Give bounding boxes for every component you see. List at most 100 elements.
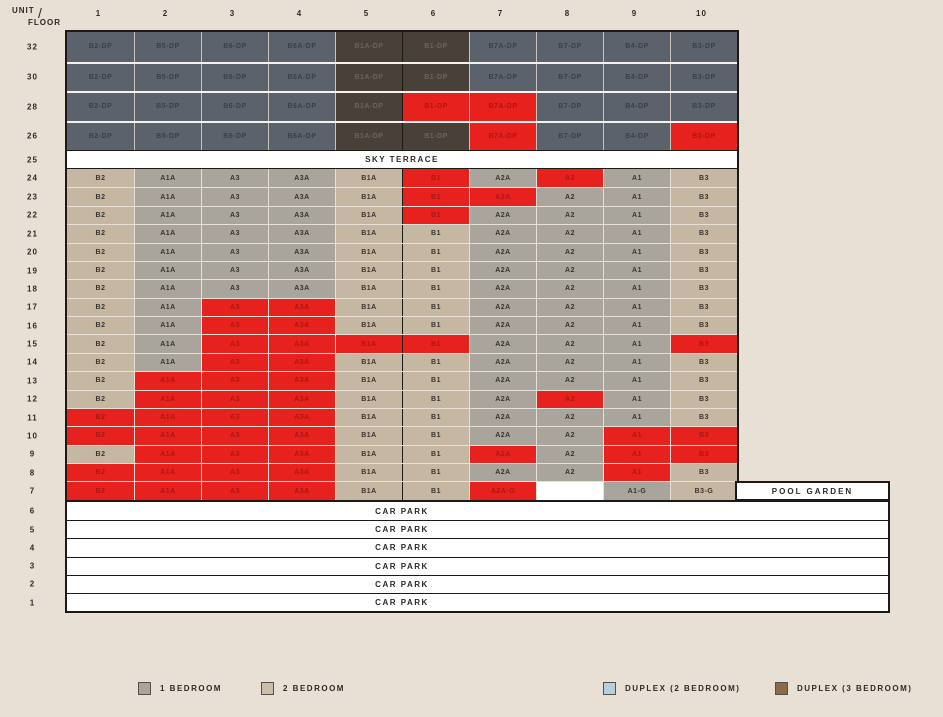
unit-cell[interactable]: B1a-DP — [335, 32, 402, 62]
unit-cell[interactable]: B2 — [67, 445, 134, 463]
unit-cell[interactable]: A1-G — [603, 482, 670, 500]
unit-cell[interactable]: B1 — [402, 390, 469, 408]
unit-cell[interactable]: B2 — [67, 408, 134, 427]
unit-cell[interactable]: A1 — [603, 298, 670, 316]
unit-cell[interactable]: A2 — [536, 206, 603, 225]
unit-cell[interactable]: A2a — [469, 427, 536, 445]
unit-cell[interactable]: B2 — [67, 317, 134, 335]
unit-cell[interactable]: A1 — [603, 390, 670, 408]
unit-cell[interactable]: A3 — [201, 243, 268, 261]
unit-cell[interactable]: B1a — [335, 390, 402, 408]
unit-cell[interactable]: A2 — [536, 372, 603, 390]
unit-cell[interactable]: B2 — [67, 335, 134, 353]
unit-cell[interactable]: B3 — [670, 408, 737, 427]
unit-cell[interactable]: A1 — [603, 372, 670, 390]
unit-cell[interactable]: B1a — [335, 261, 402, 280]
unit-cell[interactable]: B6-DP — [201, 63, 268, 91]
unit-cell[interactable]: A3 — [201, 335, 268, 353]
unit-cell[interactable]: B1 — [402, 353, 469, 372]
unit-cell[interactable]: B3 — [670, 188, 737, 206]
unit-cell[interactable]: A2a — [469, 225, 536, 243]
unit-cell[interactable]: A2 — [536, 390, 603, 408]
unit-cell[interactable]: A2 — [536, 298, 603, 316]
unit-cell[interactable]: A2 — [536, 169, 603, 188]
unit-cell[interactable]: B3-DP — [670, 32, 737, 62]
unit-cell[interactable]: A3a — [268, 408, 335, 427]
unit-cell[interactable]: A3 — [201, 464, 268, 482]
unit-cell[interactable]: B1 — [402, 317, 469, 335]
unit-cell[interactable]: A3 — [201, 298, 268, 316]
unit-cell[interactable]: A3 — [201, 188, 268, 206]
unit-cell[interactable]: B2 — [67, 482, 134, 500]
unit-cell[interactable]: B2 — [67, 298, 134, 316]
unit-cell[interactable]: A3a — [268, 335, 335, 353]
unit-cell[interactable]: A1 — [603, 408, 670, 427]
unit-cell[interactable]: A3 — [201, 390, 268, 408]
unit-cell[interactable]: B1a — [335, 408, 402, 427]
unit-cell[interactable]: B2-DP — [67, 122, 134, 150]
unit-cell[interactable]: B3-DP — [670, 122, 737, 150]
unit-cell[interactable]: A1 — [603, 317, 670, 335]
unit-cell[interactable]: A3a — [268, 243, 335, 261]
unit-cell[interactable]: B5-DP — [134, 122, 201, 150]
unit-cell[interactable]: A3a — [268, 427, 335, 445]
unit-cell[interactable]: A1a — [134, 353, 201, 372]
unit-cell[interactable]: A1 — [603, 188, 670, 206]
unit-cell[interactable]: A1a — [134, 243, 201, 261]
unit-cell[interactable]: B3 — [670, 372, 737, 390]
unit-cell[interactable]: A1 — [603, 335, 670, 353]
unit-cell[interactable]: B1 — [402, 408, 469, 427]
unit-cell[interactable]: B7a-DP — [469, 63, 536, 91]
unit-cell[interactable]: A3 — [201, 427, 268, 445]
unit-cell[interactable]: B1a — [335, 243, 402, 261]
unit-cell[interactable]: B1a — [335, 317, 402, 335]
unit-cell[interactable]: B6a-DP — [268, 122, 335, 150]
unit-cell[interactable]: A2a — [469, 408, 536, 427]
unit-cell[interactable]: B6a-DP — [268, 63, 335, 91]
unit-cell[interactable]: B1 — [402, 427, 469, 445]
unit-cell[interactable]: B1a-DP — [335, 93, 402, 121]
unit-cell[interactable]: B7-DP — [536, 122, 603, 150]
unit-cell[interactable]: A1a — [134, 298, 201, 316]
unit-cell[interactable]: A2 — [536, 188, 603, 206]
unit-cell[interactable]: B3 — [670, 261, 737, 280]
unit-cell[interactable]: A3 — [201, 169, 268, 188]
unit-cell[interactable]: B2 — [67, 261, 134, 280]
unit-cell[interactable]: A3a — [268, 372, 335, 390]
unit-cell[interactable]: A2a — [469, 353, 536, 372]
unit-cell[interactable]: A3a — [268, 353, 335, 372]
unit-cell[interactable]: B5-DP — [134, 32, 201, 62]
unit-cell[interactable]: B7a-DP — [469, 93, 536, 121]
unit-cell[interactable]: B3 — [670, 390, 737, 408]
unit-cell[interactable]: B1 — [402, 482, 469, 500]
unit-cell[interactable]: B1a — [335, 464, 402, 482]
unit-cell[interactable]: A1 — [603, 445, 670, 463]
unit-cell[interactable]: B7a-DP — [469, 122, 536, 150]
unit-cell[interactable]: B6-DP — [201, 32, 268, 62]
unit-cell[interactable]: A2a — [469, 206, 536, 225]
unit-cell[interactable]: B2-DP — [67, 63, 134, 91]
unit-cell[interactable]: A2 — [536, 427, 603, 445]
unit-cell[interactable]: B3-G — [670, 482, 737, 500]
unit-cell[interactable]: B2 — [67, 188, 134, 206]
unit-cell[interactable]: B3 — [670, 280, 737, 298]
unit-cell[interactable]: B1a — [335, 372, 402, 390]
unit-cell[interactable]: A2 — [536, 317, 603, 335]
unit-cell[interactable]: A3a — [268, 390, 335, 408]
unit-cell[interactable]: A2 — [536, 243, 603, 261]
unit-cell[interactable]: A1 — [603, 353, 670, 372]
unit-cell[interactable]: B1 — [402, 335, 469, 353]
unit-cell[interactable]: A1a — [134, 408, 201, 427]
unit-cell[interactable]: A3 — [201, 372, 268, 390]
unit-cell[interactable]: A2 — [536, 353, 603, 372]
unit-cell[interactable]: B3 — [670, 317, 737, 335]
unit-cell[interactable]: B6-DP — [201, 93, 268, 121]
unit-cell[interactable]: B3 — [670, 169, 737, 188]
unit-cell[interactable]: B2 — [67, 243, 134, 261]
unit-cell[interactable]: B3 — [670, 206, 737, 225]
unit-cell[interactable]: A3a — [268, 298, 335, 316]
unit-cell[interactable]: B2 — [67, 464, 134, 482]
unit-cell[interactable]: A2a — [469, 464, 536, 482]
unit-cell[interactable]: A1a — [134, 427, 201, 445]
unit-cell[interactable]: A1 — [603, 427, 670, 445]
